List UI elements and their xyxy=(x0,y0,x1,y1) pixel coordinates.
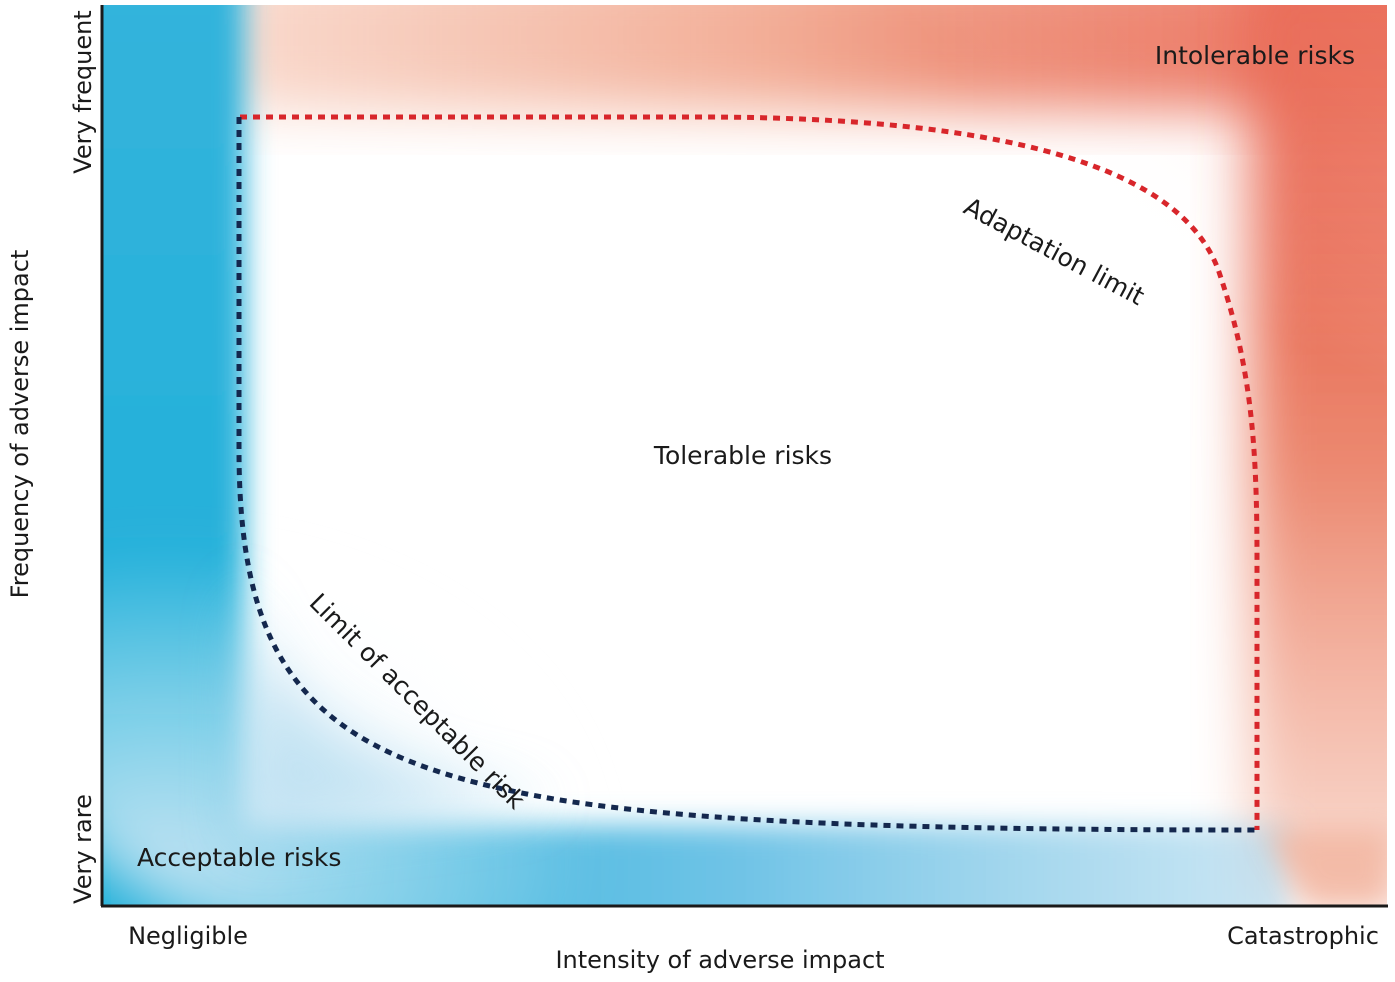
x-low-label: Negligible xyxy=(128,922,248,950)
adaptation-limit-line xyxy=(240,114,1260,830)
y-high-label: Very frequent xyxy=(69,10,97,173)
tolerable-risks-label: Tolerable risks xyxy=(653,441,832,470)
y-axis-title: Frequency of adverse impact xyxy=(6,250,34,599)
axes xyxy=(100,5,1388,908)
acceptable-risks-label: Acceptable risks xyxy=(137,843,341,872)
x-axis-title: Intensity of adverse impact xyxy=(555,946,884,974)
risk-field xyxy=(102,5,1387,906)
x-high-label: Catastrophic xyxy=(1227,922,1379,950)
intolerable-risks-label: Intolerable risks xyxy=(1155,41,1355,70)
y-low-label: Very rare xyxy=(69,794,97,904)
acceptable-limit-line xyxy=(236,117,1258,833)
